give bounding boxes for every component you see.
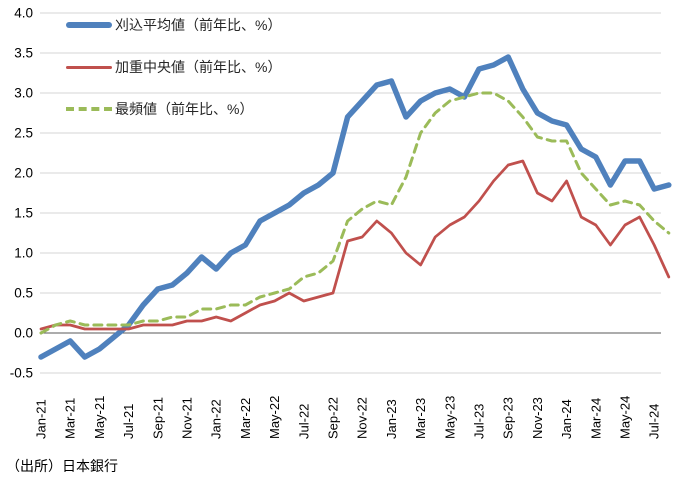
- trimmed-mean-line-swatch: [66, 22, 112, 28]
- y-tick-label: 3.0: [14, 86, 33, 101]
- x-tick-label: Nov-22: [355, 397, 370, 439]
- series-line-1: [39, 159, 671, 331]
- legend-item-trimmed-mean: 刈込平均値（前年比、%）: [66, 14, 281, 36]
- x-tick-label: Mar-21: [63, 398, 78, 439]
- y-axis-tick-labels: 4.0 3.5 3.0 2.5 2.0 1.5 1.0 0.5 0.0 -0.5: [10, 6, 33, 381]
- y-tick-label: 3.5: [14, 46, 33, 61]
- y-tick-label: 0.0: [14, 326, 33, 341]
- weighted-median-line-swatch: [66, 65, 112, 69]
- y-tick-label: 2.0: [14, 166, 33, 181]
- series-line-2: [39, 91, 671, 335]
- y-tick-label: -0.5: [10, 366, 33, 381]
- x-tick-label: Mar-24: [588, 398, 603, 439]
- x-axis-tick-labels: Jan-21 Mar-21 May-21 Jul-21 Sep-21 Nov-21 Jan-…: [34, 396, 662, 439]
- x-tick-label: May-22: [267, 396, 282, 439]
- x-tick-label: Jul-24: [647, 404, 662, 439]
- x-tick-label: Jan-23: [384, 399, 399, 439]
- x-tick-label: Sep-23: [501, 397, 516, 439]
- series-line-0: [38, 54, 672, 360]
- x-tick-label: May-21: [92, 396, 107, 439]
- mode-line-swatch: [66, 107, 112, 111]
- x-tick-label: Sep-21: [150, 397, 165, 439]
- y-tick-label: 2.5: [14, 126, 33, 141]
- mode-legend-label: 最頻値（前年比、%）: [115, 101, 254, 117]
- y-tick-label: 1.0: [14, 246, 33, 261]
- y-tick-label: 4.0: [14, 6, 33, 21]
- x-tick-label: Sep-22: [326, 397, 341, 439]
- x-tick-label: Jul-23: [472, 404, 487, 439]
- x-tick-label: Nov-21: [180, 397, 195, 439]
- x-tick-label: Nov-23: [530, 397, 545, 439]
- x-tick-label: May-23: [442, 396, 457, 439]
- chart-legend: 刈込平均値（前年比、%） 加重中央値（前年比、%） 最頻値（前年比、%）: [66, 14, 281, 120]
- trimmed-mean-legend-label: 刈込平均値（前年比、%）: [115, 17, 282, 33]
- x-tick-label: Jan-21: [34, 399, 49, 439]
- weighted-median-legend-label: 加重中央値（前年比、%）: [115, 59, 282, 75]
- x-tick-label: Jan-24: [559, 399, 574, 439]
- gridlines: [40, 12, 661, 374]
- x-tick-label: Jul-21: [121, 404, 136, 439]
- source-note: （出所）日本銀行: [6, 458, 118, 474]
- x-tick-label: Mar-23: [413, 398, 428, 439]
- x-tick-label: Mar-22: [238, 398, 253, 439]
- legend-item-mode: 最頻値（前年比、%）: [66, 98, 281, 120]
- x-tick-label: Jul-22: [296, 404, 311, 439]
- y-tick-label: 1.5: [14, 206, 33, 221]
- x-tick-label: Jan-22: [209, 399, 224, 439]
- y-tick-label: 0.5: [14, 286, 33, 301]
- x-tick-label: May-24: [618, 396, 633, 439]
- legend-item-weighted-median: 加重中央値（前年比、%）: [66, 56, 281, 78]
